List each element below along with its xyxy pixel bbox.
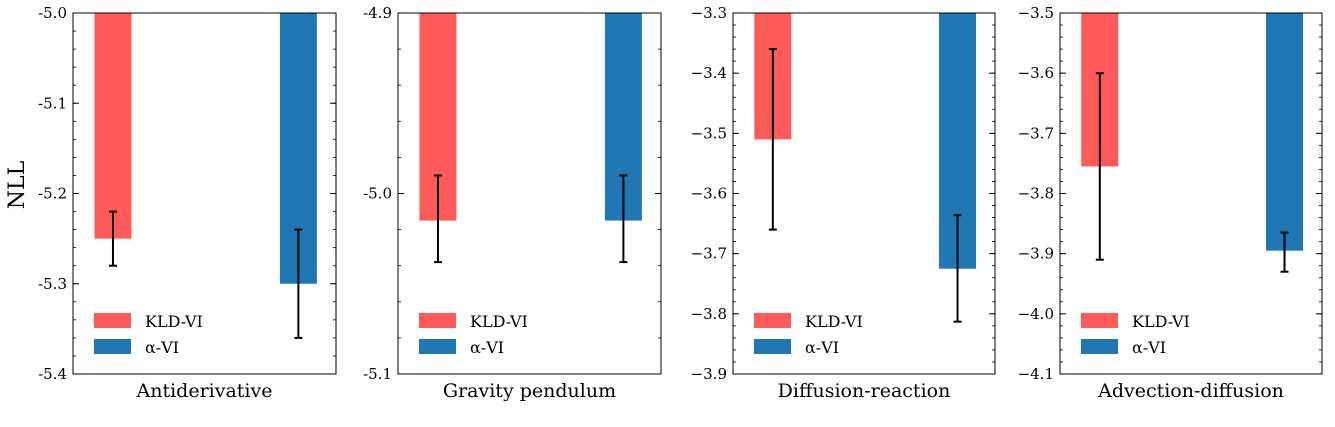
y-tick-label: −3.6 bbox=[691, 185, 727, 203]
y-axis-label: NLL bbox=[5, 160, 30, 209]
y-tick-label: -5.2 bbox=[38, 185, 67, 203]
y-tick-label: -5.1 bbox=[38, 94, 67, 112]
panel-3: −3.3 −3.4 −3.5 −3.6 −3.7 −3.8 −3.9 Diffusion-re… bbox=[691, 4, 996, 402]
legend-label-kld-vi: KLD-VI bbox=[1132, 312, 1190, 331]
panel-2: -4.9 -5.0 -5.1 Gravity pendulum KLD-VI α-VI bbox=[363, 4, 662, 402]
y-tick-label: −3.7 bbox=[1018, 124, 1054, 142]
legend-label-alpha-vi: α-VI bbox=[1132, 338, 1166, 357]
y-tick-label: -4.9 bbox=[363, 4, 392, 22]
x-axis-label: Gravity pendulum bbox=[443, 380, 616, 402]
y-tick-label: -5.1 bbox=[363, 365, 392, 383]
y-tick-label: −3.7 bbox=[691, 245, 727, 263]
legend-swatch-kld-vi bbox=[94, 313, 131, 328]
y-tick-label: −3.3 bbox=[691, 4, 727, 22]
x-axis-label: Antiderivative bbox=[136, 380, 273, 402]
y-tick-label: -5.0 bbox=[38, 4, 67, 22]
legend-label-kld-vi: KLD-VI bbox=[805, 312, 863, 331]
y-tick-label: −3.9 bbox=[691, 365, 727, 383]
x-axis-label: Diffusion-reaction bbox=[778, 380, 951, 402]
y-tick-label: −3.8 bbox=[1018, 185, 1054, 203]
bar-kld-vi bbox=[94, 13, 132, 239]
legend-swatch-alpha-vi bbox=[1081, 339, 1118, 354]
legend-label-alpha-vi: α-VI bbox=[805, 338, 839, 357]
y-tick-label: −4.1 bbox=[1018, 365, 1054, 383]
legend-swatch-alpha-vi bbox=[754, 339, 791, 354]
legend-swatch-kld-vi bbox=[754, 313, 791, 328]
y-tick-label: -5.0 bbox=[363, 185, 392, 203]
legend-swatch-alpha-vi bbox=[419, 339, 456, 354]
y-tick-label: −3.5 bbox=[1018, 4, 1054, 22]
y-tick-label: -5.3 bbox=[38, 275, 67, 293]
y-tick-label: -5.4 bbox=[38, 365, 67, 383]
legend-swatch-alpha-vi bbox=[94, 339, 131, 354]
y-tick-label: −3.8 bbox=[691, 305, 727, 323]
legend-label-kld-vi: KLD-VI bbox=[145, 312, 203, 331]
legend-swatch-kld-vi bbox=[1081, 313, 1118, 328]
y-tick-label: −3.5 bbox=[691, 124, 727, 142]
y-tick-label: −3.4 bbox=[691, 64, 727, 82]
legend-label-alpha-vi: α-VI bbox=[470, 338, 504, 357]
legend-swatch-kld-vi bbox=[419, 313, 456, 328]
bar-alpha-vi bbox=[1266, 13, 1304, 251]
legend-label-alpha-vi: α-VI bbox=[145, 338, 179, 357]
legend-label-kld-vi: KLD-VI bbox=[470, 312, 528, 331]
x-axis-label: Advection-diffusion bbox=[1097, 380, 1284, 402]
panel-1: -5.0 -5.1 -5.2 -5.3 -5.4 Antiderivative KLD-VI… bbox=[38, 4, 337, 402]
y-tick-label: −3.6 bbox=[1018, 64, 1054, 82]
y-tick-label: −3.9 bbox=[1018, 245, 1054, 263]
panel-4: −3.5 −3.6 −3.7 −3.8 −3.9 −4.0 −4.1 Advection-di… bbox=[1018, 4, 1323, 402]
y-tick-label: −4.0 bbox=[1018, 305, 1054, 323]
